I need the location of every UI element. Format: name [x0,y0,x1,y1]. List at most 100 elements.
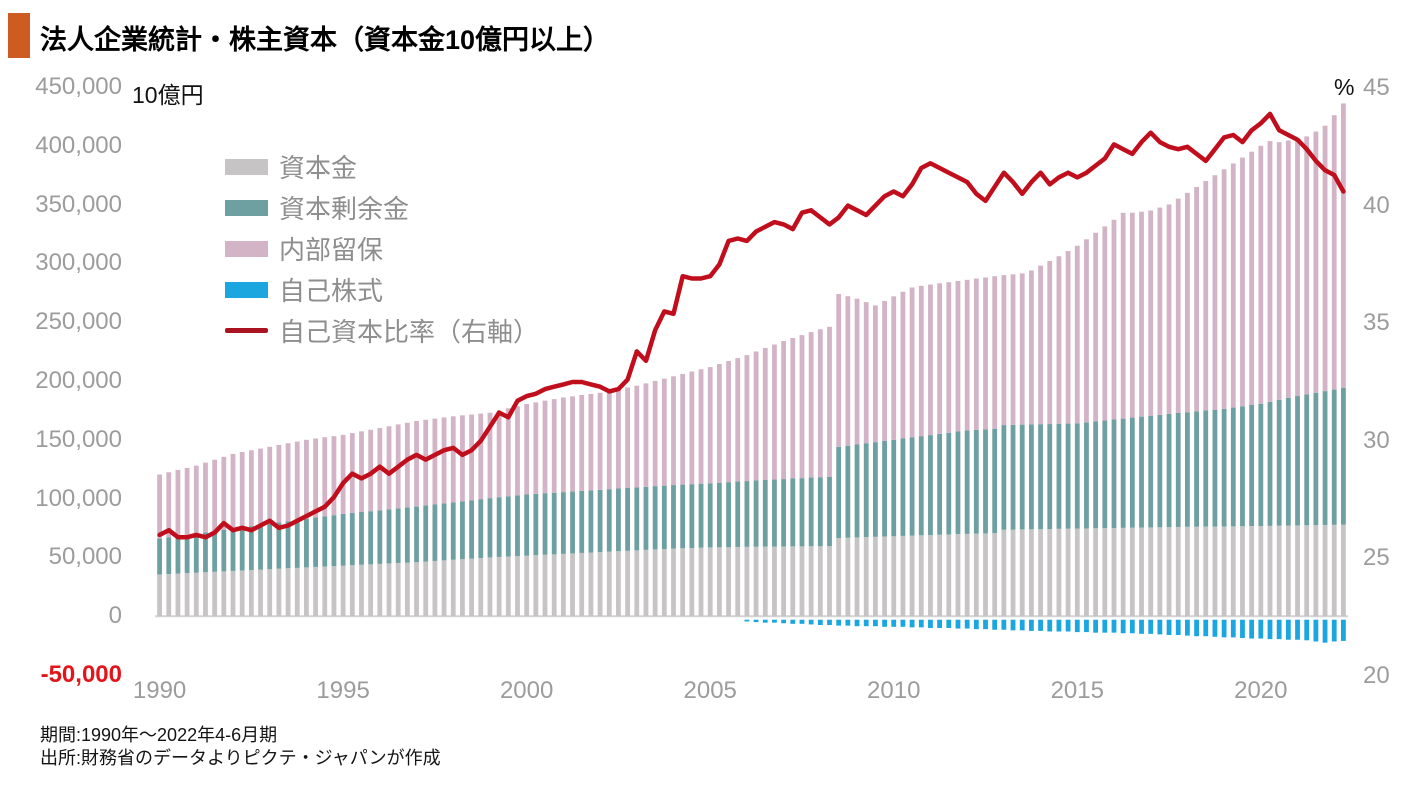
bar-retained-earnings [1129,212,1135,418]
bar-capital-surplus [1120,418,1126,528]
bar-capital [634,550,640,617]
bar-capital [1084,528,1089,617]
bar-capital-surplus [661,485,667,550]
bar-capital-surplus [1074,423,1080,529]
bar-capital-surplus [386,509,392,564]
legend-label: 資本金 [279,153,358,183]
legend-bar-swatch [225,199,268,216]
bar-capital-surplus [487,498,493,558]
bar-retained-earnings [175,469,181,536]
bar-capital-surplus [239,527,245,571]
bar-capital [478,557,484,617]
bar-capital [597,552,603,617]
bar-capital [349,565,355,617]
bar-capital [918,535,924,617]
bar-treasury-stock [854,619,860,627]
bar-capital [671,548,676,617]
bar-treasury-stock [900,619,906,627]
bar-capital-surplus [1322,391,1328,525]
bar-capital [1331,524,1337,617]
bar-capital [423,561,429,617]
bar-capital [460,559,465,617]
right-axis-tick-30: 30 [1363,426,1390,454]
bar-capital [386,563,392,617]
bar-treasury-stock [918,619,924,628]
bar-capital [404,562,410,617]
bar-retained-earnings [790,337,796,479]
bar-treasury-stock [1047,619,1053,632]
bar-retained-earnings [900,291,906,439]
bar-capital [790,546,796,617]
bar-retained-earnings [597,392,603,490]
x-axis-tick-2015: 2015 [1050,677,1104,704]
bar-retained-earnings [1166,204,1172,414]
bar-capital [1285,525,1291,617]
bar-capital [1341,524,1346,617]
bar-retained-earnings [1175,198,1181,413]
bar-retained-earnings [661,378,667,486]
bar-retained-earnings [515,406,520,496]
bar-capital-surplus [579,490,585,553]
bar-capital-surplus [212,531,218,572]
bar-treasury-stock [1341,619,1346,641]
bar-capital [625,550,631,617]
bar-capital [1249,526,1255,617]
bar-capital-surplus [1249,404,1255,527]
bar-treasury-stock [1019,619,1025,631]
bar-retained-earnings [294,441,300,521]
bar-capital-surplus [817,477,823,547]
bar-capital [698,547,704,617]
bar-capital [1129,527,1135,617]
bar-capital-surplus [1212,409,1218,527]
bar-treasury-stock [1267,619,1273,640]
bar-capital [973,533,979,617]
bar-capital-surplus [1221,408,1227,527]
bar-capital [193,572,199,617]
bar-capital-surplus [1203,410,1209,527]
bar-treasury-stock [1221,619,1227,638]
bar-capital-surplus [377,510,383,564]
bar-capital-surplus [643,486,649,550]
bar-retained-earnings [386,426,392,510]
bar-capital-surplus [937,433,943,535]
bar-capital [313,566,318,617]
bar-retained-earnings [1212,175,1218,410]
bar-retained-earnings [1139,211,1144,417]
bar-retained-earnings [698,369,704,484]
bar-capital [909,535,915,617]
bar-capital-surplus [753,480,759,547]
bar-treasury-stock [1001,619,1007,630]
bar-retained-earnings [340,434,346,514]
left-axis-tick-450000: 450,000 [35,73,122,100]
bar-retained-earnings [652,380,658,487]
bar-capital [616,551,621,617]
bar-capital-surplus [1038,424,1043,530]
bar-treasury-stock [1295,619,1300,640]
left-axis-tick-100000: 100,000 [35,484,122,512]
bar-retained-earnings [1065,251,1071,424]
bar-retained-earnings [1313,131,1319,393]
bar-capital-surplus [175,536,181,574]
bar-retained-earnings [1304,136,1310,395]
bar-retained-earnings [267,446,273,524]
left-axis-tick-350000: 350,000 [35,190,122,218]
bar-capital-surplus [157,538,162,575]
bar-capital [533,555,539,617]
bar-capital [221,571,227,617]
bar-capital [184,573,190,617]
bar-retained-earnings [157,474,162,539]
bar-retained-earnings [863,302,869,444]
equity-ratio-line [157,111,1346,540]
bar-capital [414,562,419,617]
bar-capital [817,546,823,617]
bar-retained-earnings [1341,103,1346,388]
bar-retained-earnings [359,431,364,512]
bar-treasury-stock [1249,619,1255,639]
bar-capital [937,534,943,617]
bar-treasury-stock [1010,619,1016,631]
bar-capital-surplus [1194,411,1199,527]
bar-retained-earnings [716,364,722,483]
bar-retained-earnings [1240,157,1245,407]
bar-capital [928,535,933,617]
bar-treasury-stock [964,619,970,629]
